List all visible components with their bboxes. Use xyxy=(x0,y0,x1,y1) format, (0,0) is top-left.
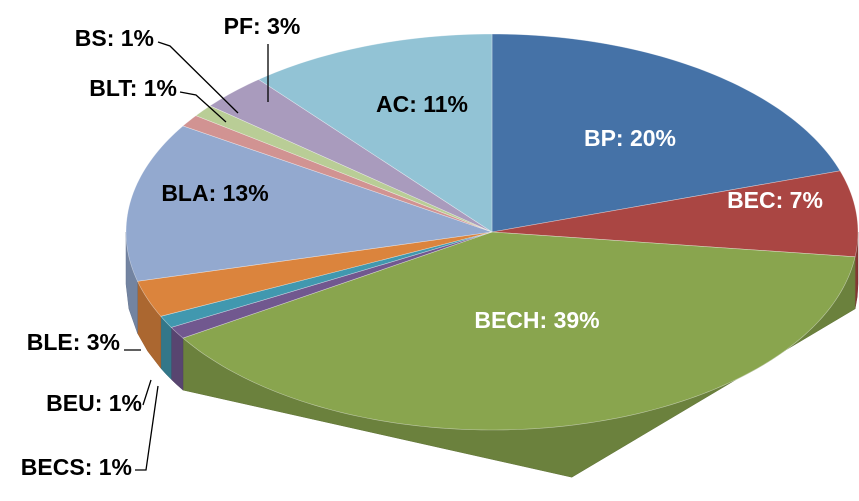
data-label: BEC: 7% xyxy=(727,187,823,213)
data-label: BLA: 13% xyxy=(161,180,268,206)
pie-tops xyxy=(125,33,859,431)
leader-line xyxy=(179,91,227,123)
pie-slice xyxy=(209,79,493,233)
leader-line xyxy=(157,41,239,114)
pie-slice xyxy=(258,33,493,233)
pie-slice xyxy=(491,33,841,233)
leader-line xyxy=(135,385,159,471)
data-label: BLE: 3% xyxy=(27,329,120,355)
pie-slice xyxy=(491,170,859,258)
data-label: BLT: 1% xyxy=(89,75,177,101)
pie-slice xyxy=(182,231,856,431)
data-label: BP: 20% xyxy=(584,125,676,151)
pie-slice xyxy=(137,231,493,317)
data-label: BECS: 1% xyxy=(21,454,132,480)
data-label: BECH: 39% xyxy=(474,307,599,333)
leader-lines xyxy=(124,41,269,471)
data-label: BS: 1% xyxy=(75,25,154,51)
data-labels: BP: 20% BEC: 7% BECH: 39% BECS: 1% BEU: 1% BL… xyxy=(21,13,823,480)
data-label: AC: 11% xyxy=(376,91,468,117)
data-label: PF: 3% xyxy=(224,13,301,39)
pie-slice xyxy=(125,125,493,282)
data-label: BEU: 1% xyxy=(46,390,142,416)
leader-line xyxy=(142,379,152,406)
